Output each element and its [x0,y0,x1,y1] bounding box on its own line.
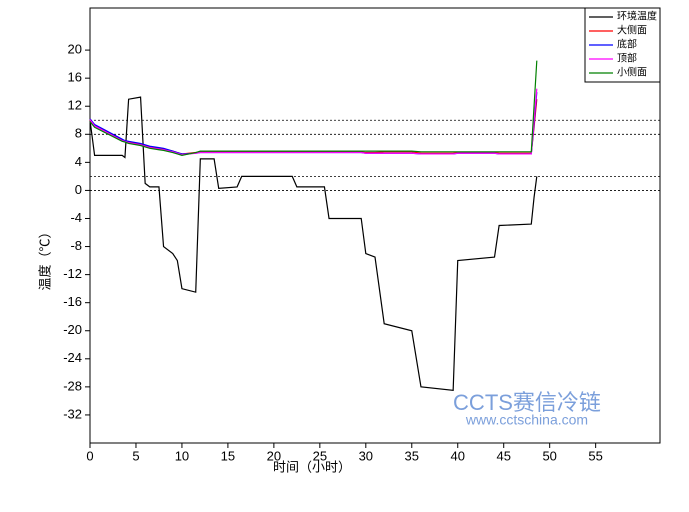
watermark: www.cctschina.com [465,412,588,428]
y-tick-label: 20 [68,42,82,57]
x-tick-label: 10 [175,448,189,463]
x-tick-label: 0 [86,448,93,463]
watermark: CCTS赛信冷链 [453,390,601,415]
y-tick-label: -16 [63,294,82,309]
x-tick-label: 25 [313,448,327,463]
x-tick-label: 30 [359,448,373,463]
y-tick-label: -32 [63,406,82,421]
legend-label: 顶部 [617,52,637,65]
y-axis-label: 温度（℃） [37,225,52,290]
legend-label: 小侧面 [617,66,647,79]
y-tick-label: 16 [68,70,82,85]
series-line [89,60,538,156]
x-tick-label: 50 [542,448,556,463]
y-tick-label: -20 [63,322,82,337]
x-tick-label: 55 [588,448,602,463]
x-tick-label: 5 [132,448,139,463]
plot-frame [89,7,661,444]
x-axis-label: 时间（小时） [273,459,351,474]
series-line [89,96,538,392]
y-tick-label: 8 [75,126,82,141]
x-tick-label: 15 [221,448,235,463]
y-tick-label: -4 [70,210,82,225]
y-tick-label: -24 [63,350,82,365]
y-tick-label: -28 [63,378,82,393]
y-tick-label: -8 [70,238,82,253]
x-tick-label: 35 [405,448,419,463]
series-line [89,92,538,155]
series-line [89,99,538,155]
y-tick-label: 0 [75,182,82,197]
x-tick-label: 20 [267,448,281,463]
y-tick-label: 4 [75,154,82,169]
series-line [89,88,538,156]
legend-label: 大侧面 [617,24,647,37]
legend-label: 环境温度 [617,10,657,23]
legend-label: 底部 [617,38,637,51]
x-tick-label: 40 [451,448,465,463]
y-tick-label: -12 [63,266,82,281]
x-tick-label: 45 [496,448,510,463]
y-tick-label: 12 [68,98,82,113]
